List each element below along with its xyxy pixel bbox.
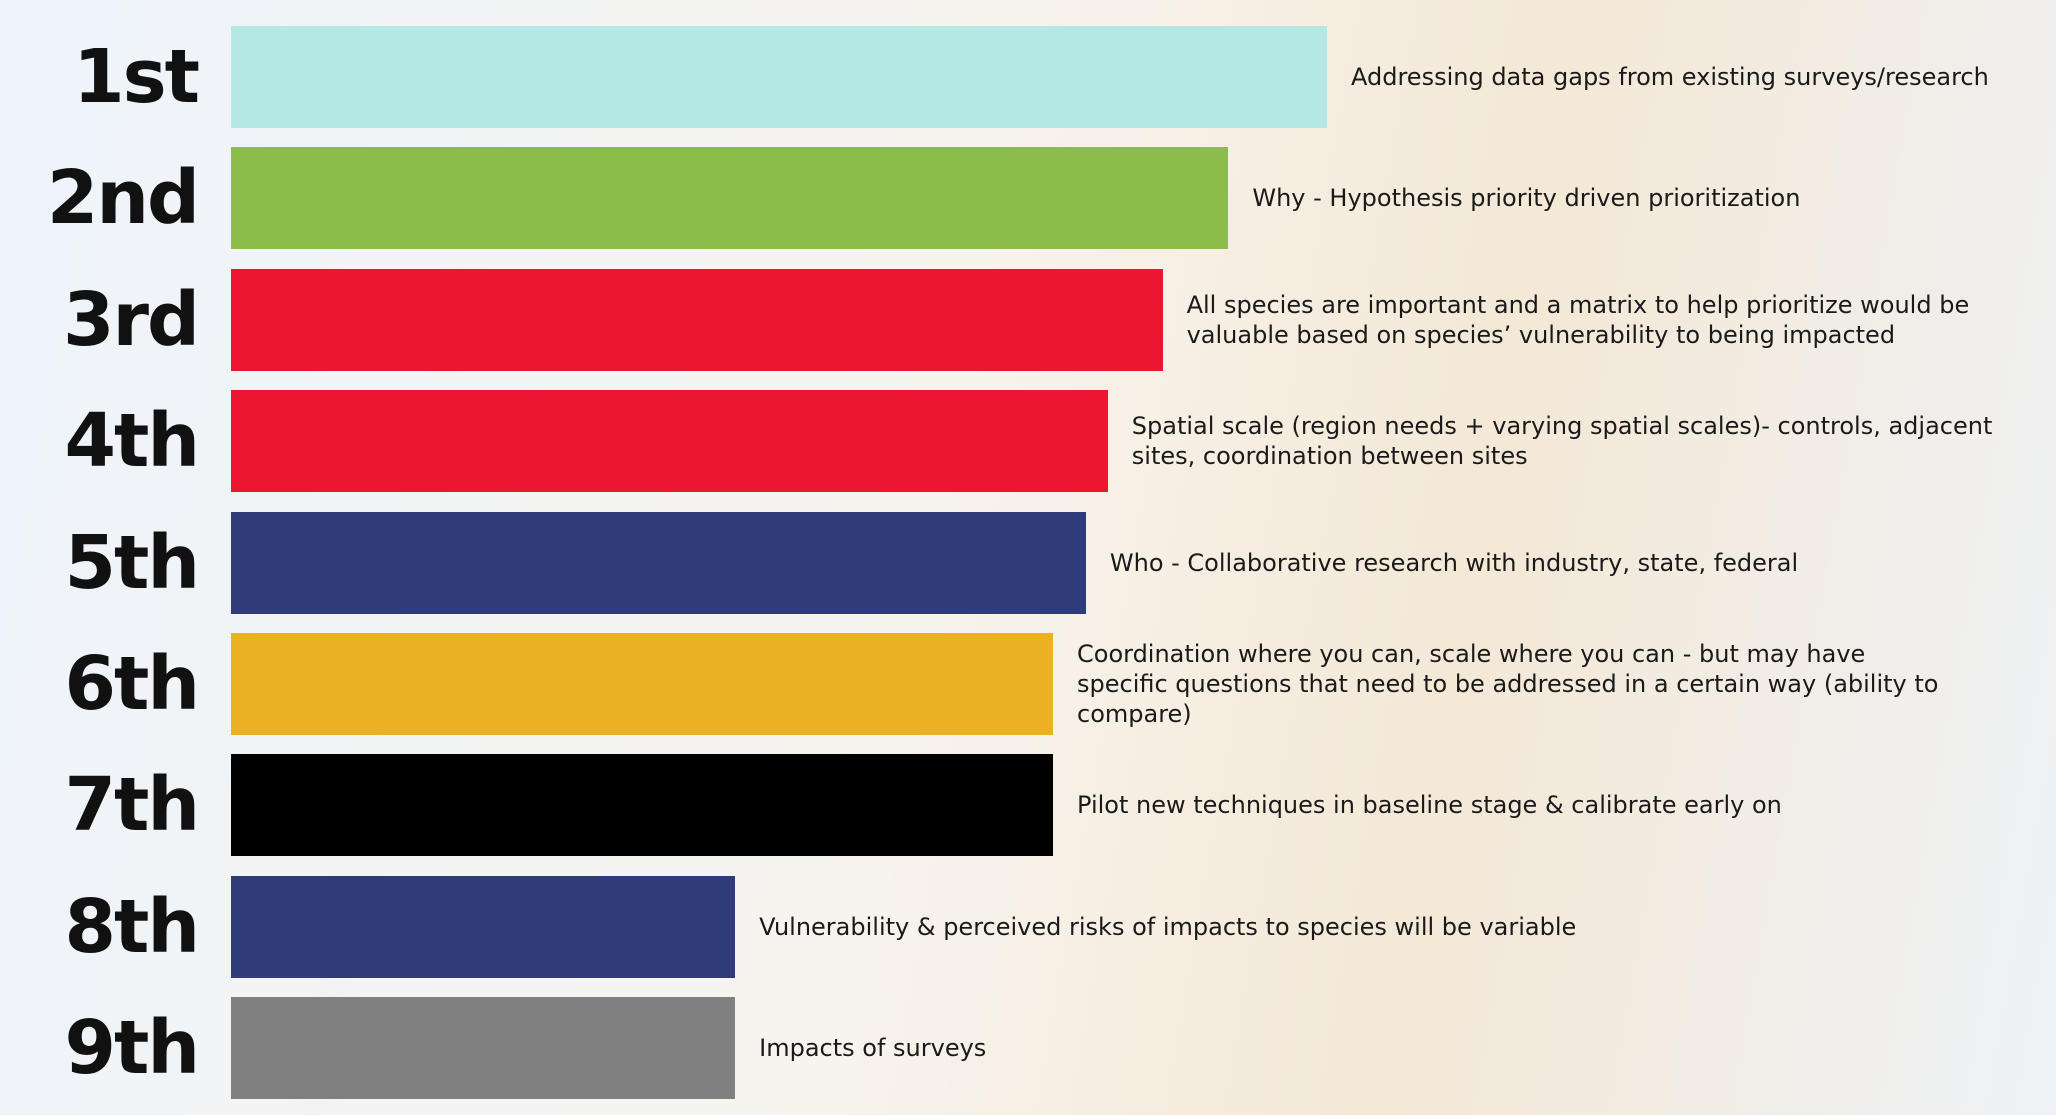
bar-annotation: Why - Hypothesis priority driven priorit… bbox=[1252, 184, 1801, 213]
rank-label: 5th bbox=[64, 519, 200, 606]
rank-label: 9th bbox=[64, 1005, 200, 1092]
rank-label: 2nd bbox=[46, 155, 200, 242]
rank-label: 6th bbox=[64, 641, 200, 727]
bar-annotation: Who - Collaborative research with indust… bbox=[1109, 548, 1799, 577]
bar bbox=[231, 26, 1327, 128]
bar-annotation: Coordination where you can, scale where … bbox=[1077, 640, 1939, 728]
bar bbox=[231, 633, 1053, 735]
rank-label: 7th bbox=[64, 762, 200, 849]
rank-label: 1st bbox=[73, 34, 200, 120]
bar-annotation: Addressing data gaps from existing surve… bbox=[1351, 63, 1989, 91]
bar-annotation: All species are important and a matrix t… bbox=[1186, 290, 1970, 349]
rank-label: 3rd bbox=[63, 276, 200, 363]
bar-annotation: Vulnerability & perceived risks of impac… bbox=[759, 912, 1577, 941]
rank-label: 8th bbox=[64, 883, 200, 970]
bar-annotation: Spatial scale (region needs + varying sp… bbox=[1131, 412, 1993, 471]
bar bbox=[231, 511, 1086, 614]
bar bbox=[231, 268, 1163, 371]
rank-label: 4th bbox=[64, 398, 200, 485]
bar bbox=[231, 754, 1053, 857]
bar bbox=[231, 997, 736, 1100]
bar-annotation: Pilot new techniques in baseline stage &… bbox=[1077, 791, 1782, 820]
bar-annotation: Impacts of surveys bbox=[759, 1034, 987, 1063]
bar bbox=[231, 875, 736, 978]
bar bbox=[231, 390, 1108, 493]
bar bbox=[231, 147, 1229, 250]
